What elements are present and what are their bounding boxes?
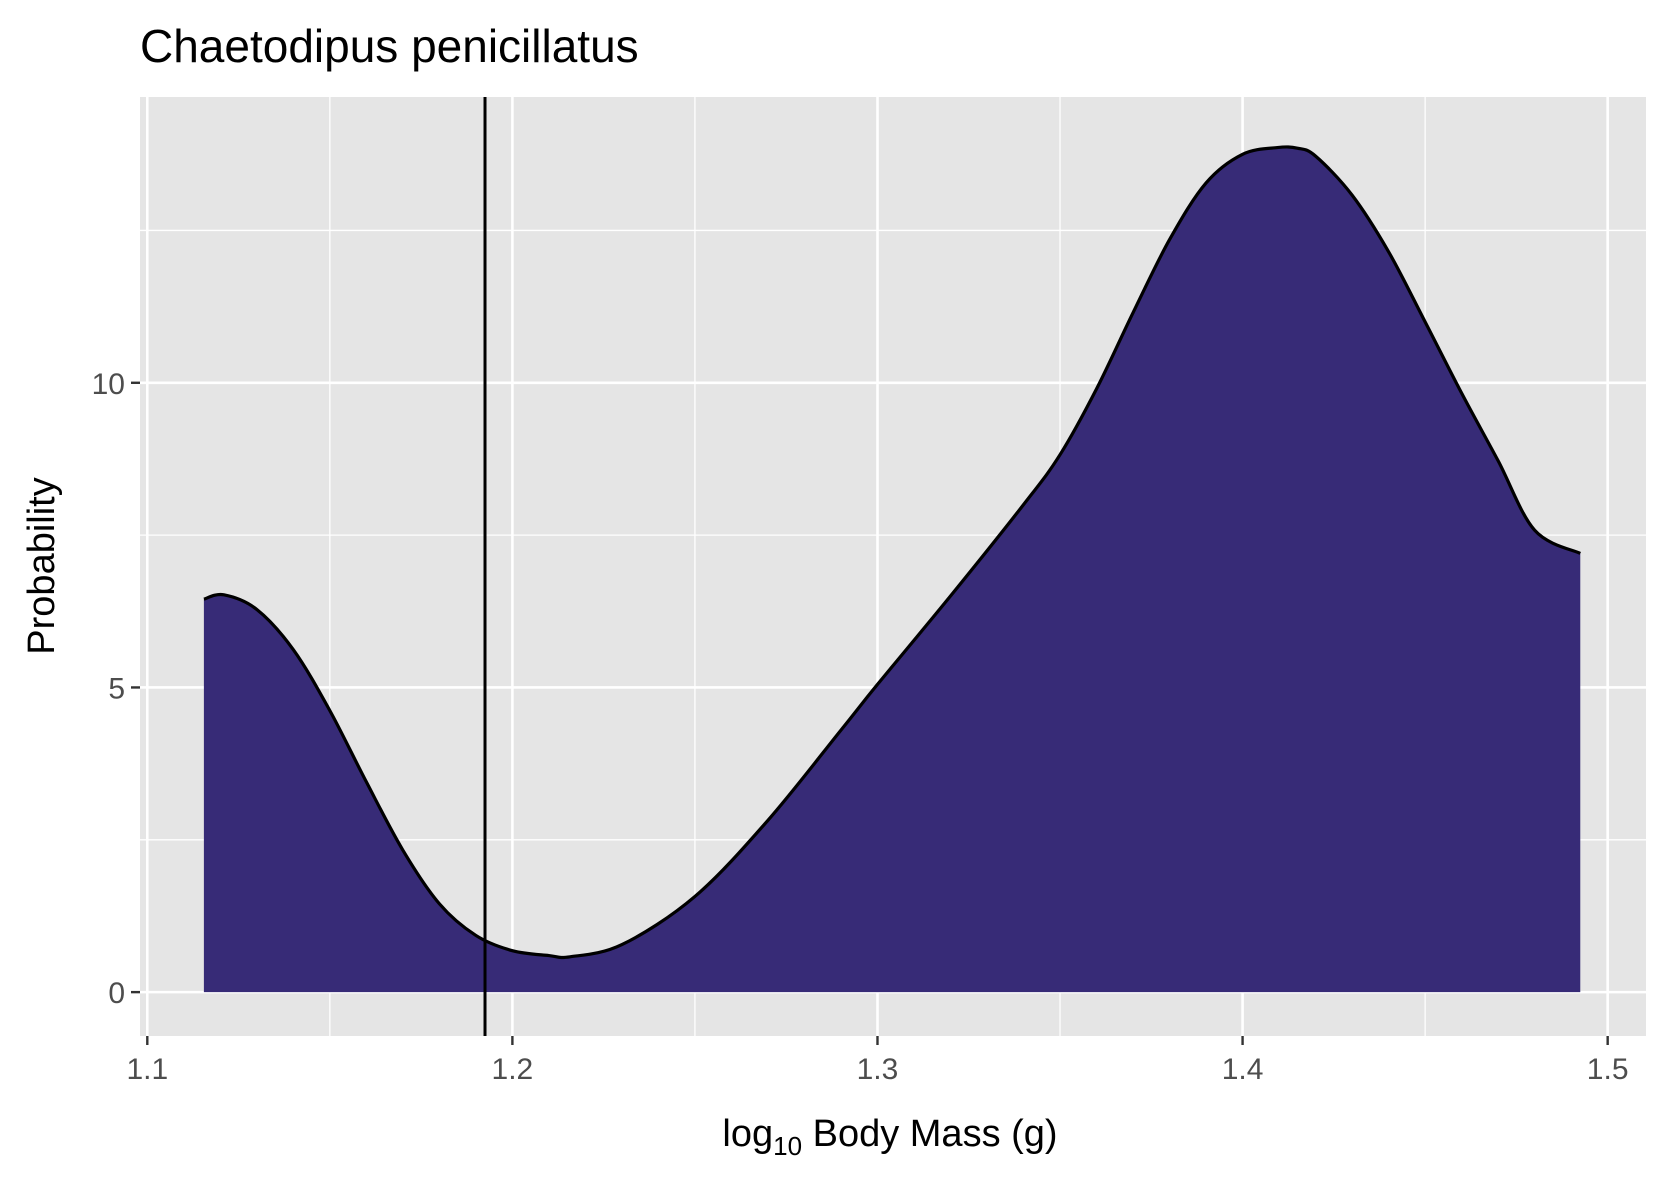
x-tick-label: 1.5 bbox=[1587, 1053, 1629, 1086]
x-axis-title-subscript: 10 bbox=[773, 1131, 802, 1161]
chart-title: Chaetodipus penicillatus bbox=[140, 20, 639, 72]
x-tick-label: 1.3 bbox=[857, 1053, 899, 1086]
x-tick-label: 1.2 bbox=[492, 1053, 534, 1086]
x-axis: 1.1 1.2 1.3 1.4 1.5 bbox=[126, 1036, 1629, 1086]
density-area bbox=[203, 146, 1581, 993]
series-layer bbox=[203, 145, 1582, 993]
y-tick-label: 0 bbox=[108, 977, 125, 1010]
density-curve bbox=[203, 145, 1582, 960]
x-tick-label: 1.1 bbox=[126, 1053, 168, 1086]
y-tick-label: 10 bbox=[92, 368, 125, 401]
y-axis: 0 5 10 bbox=[92, 368, 140, 1010]
x-axis-title: log10 Body Mass (g) bbox=[722, 1113, 1057, 1161]
y-axis-title: Probability bbox=[21, 477, 63, 654]
x-tick-label: 1.4 bbox=[1222, 1053, 1264, 1086]
x-axis-title-suffix: Body Mass (g) bbox=[802, 1113, 1058, 1155]
y-tick-label: 5 bbox=[108, 672, 125, 705]
x-axis-title-prefix: log bbox=[722, 1113, 773, 1155]
